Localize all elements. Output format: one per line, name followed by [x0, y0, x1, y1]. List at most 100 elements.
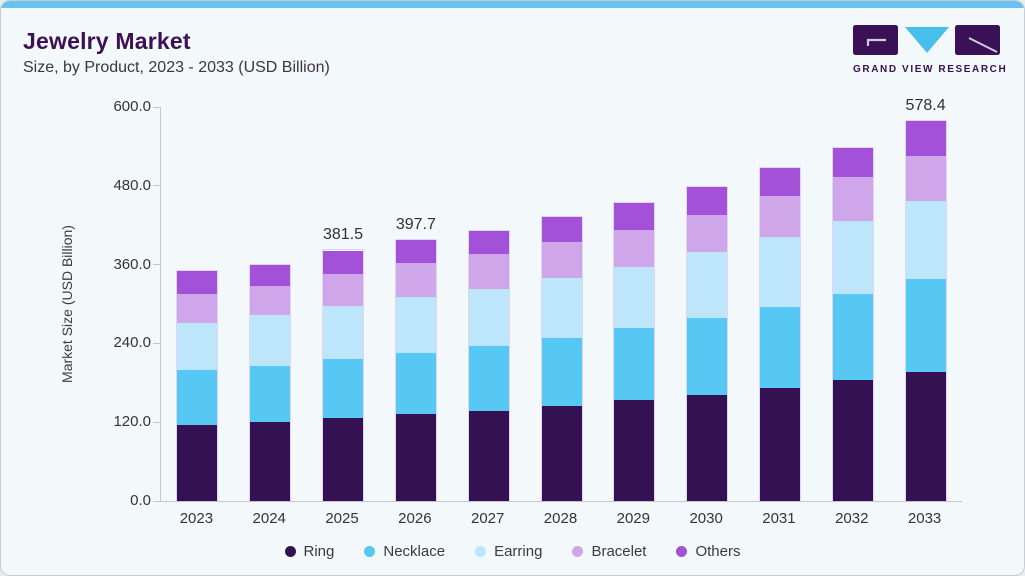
bar-segment-bracelet-2029 [614, 229, 655, 267]
y-axis-tick-label: 240.0 [113, 334, 151, 352]
bar-segment-ring-2023 [177, 424, 218, 501]
bar-2028 [540, 216, 583, 502]
legend-item-bracelet: Bracelet [572, 543, 646, 560]
logo-v-triangle [905, 27, 949, 53]
bar-segment-ring-2029 [614, 399, 655, 501]
x-axis-label-2033: 2033 [907, 510, 942, 527]
plot-area: 381.5 397.7 578.4 [153, 97, 962, 503]
bar-segment-earring-2025 [323, 305, 364, 360]
x-axis-label-2030: 2030 [689, 510, 723, 527]
bar-2026: 397.7 [394, 216, 437, 503]
legend-item-necklace: Necklace [364, 543, 445, 560]
y-axis-tick-label: 360.0 [113, 255, 151, 273]
y-axis-title: Market Size (USD Billion) [59, 225, 75, 383]
y-axis-tick [153, 106, 161, 108]
bar-segment-others-2033 [905, 121, 946, 156]
bar-segment-earring-2027 [468, 288, 509, 347]
logo-mark [853, 25, 1000, 55]
page-title: Jewelry Market [23, 28, 191, 54]
y-axis-tick [153, 264, 161, 266]
bar-segment-earring-2026 [395, 296, 436, 353]
legend-label-necklace: Necklace [383, 543, 446, 560]
x-axis-label-2027: 2027 [470, 510, 505, 527]
bar-segment-bracelet-2028 [541, 242, 582, 279]
bar-segment-earring-2028 [541, 278, 582, 338]
data-label-2026: 397.7 [395, 215, 436, 233]
y-axis-tick [153, 500, 161, 502]
bar-segment-ring-2031 [759, 388, 800, 501]
bar-segment-necklace-2028 [541, 337, 582, 406]
grand-view-research-logo: GRAND VIEW RESEARCH [853, 25, 1008, 75]
bar-segment-ring-2028 [541, 405, 582, 501]
x-axis-label-2023: 2023 [179, 510, 214, 527]
bar-segment-ring-2025 [323, 418, 364, 501]
bar-segment-bracelet-2033 [905, 156, 946, 201]
bar-2032 [831, 146, 874, 503]
y-axis-tick [153, 421, 161, 423]
bar-segment-necklace-2030 [687, 318, 728, 395]
bar-segment-ring-2024 [250, 422, 291, 501]
bar-segment-necklace-2032 [832, 294, 873, 381]
bar-segment-bracelet-2024 [250, 286, 291, 316]
bar-segment-bracelet-2027 [468, 254, 509, 289]
bar-segment-necklace-2025 [323, 359, 364, 419]
bar-segment-others-2023 [177, 270, 218, 295]
legend-item-earring: Earring [475, 543, 542, 560]
bar-segment-others-2028 [541, 217, 582, 243]
bar-segment-necklace-2026 [395, 352, 436, 415]
legend-swatch-necklace [364, 546, 376, 557]
bar-segment-bracelet-2023 [177, 294, 218, 324]
x-axis-label-2024: 2024 [252, 510, 286, 527]
y-axis-tick [153, 342, 161, 344]
bar-segment-earring-2030 [687, 252, 728, 319]
legend-swatch-ring [284, 546, 296, 557]
bar-segment-necklace-2029 [614, 328, 655, 400]
bar-2033: 578.4 [904, 97, 947, 502]
logo-g-glyph [866, 38, 886, 46]
legend-item-ring: Ring [284, 543, 334, 560]
bar-segment-earring-2024 [250, 315, 291, 367]
y-axis-tick-label: 480.0 [113, 176, 151, 194]
legend-label-earring: Earring [494, 543, 543, 560]
page-subtitle: Size, by Product, 2023 - 2033 (USD Billi… [23, 59, 330, 76]
bar-segment-earring-2023 [177, 323, 218, 371]
x-axis-label-2032: 2032 [835, 510, 869, 527]
bar-2023 [176, 269, 219, 503]
bar-segment-earring-2031 [759, 237, 800, 307]
legend-swatch-others [676, 546, 688, 557]
data-label-2033: 578.4 [905, 97, 946, 115]
bar-2025: 381.5 [322, 226, 365, 502]
logo-r-glyph [968, 37, 998, 53]
legend-item-others: Others [676, 543, 740, 560]
bar-segment-others-2032 [832, 147, 873, 178]
y-axis-tick-label: 120.0 [113, 413, 151, 431]
x-axis-label-2029: 2029 [616, 510, 650, 527]
bar-segment-bracelet-2031 [759, 196, 800, 238]
y-axis-tick-label: 600.0 [113, 98, 151, 115]
bar-2027 [467, 230, 510, 502]
bar-segment-necklace-2023 [177, 370, 218, 425]
legend-swatch-earring [475, 546, 487, 557]
bar-segment-ring-2032 [832, 380, 873, 501]
bar-segment-necklace-2033 [905, 279, 946, 372]
top-accent-strip [1, 1, 1024, 8]
legend-label-others: Others [695, 543, 741, 560]
bar-segment-necklace-2027 [468, 346, 509, 412]
bar-segment-necklace-2031 [759, 306, 800, 389]
bar-segment-ring-2027 [468, 411, 509, 501]
bar-2024 [249, 263, 292, 503]
bar-segment-ring-2030 [687, 394, 728, 501]
data-label-2025: 381.5 [323, 226, 364, 244]
legend-swatch-bracelet [572, 546, 584, 557]
bar-segment-others-2029 [614, 202, 655, 230]
x-axis-label-2025: 2025 [325, 510, 359, 527]
legend-label-bracelet: Bracelet [591, 543, 647, 560]
bar-segment-bracelet-2032 [832, 177, 873, 222]
x-axis-label-2028: 2028 [543, 510, 578, 527]
x-axis-label-2031: 2031 [762, 510, 796, 527]
bar-segment-others-2027 [468, 231, 509, 255]
bar-segment-earring-2029 [614, 266, 655, 329]
logo-text: GRAND VIEW RESEARCH [853, 64, 1008, 75]
bar-segment-bracelet-2030 [687, 215, 728, 253]
